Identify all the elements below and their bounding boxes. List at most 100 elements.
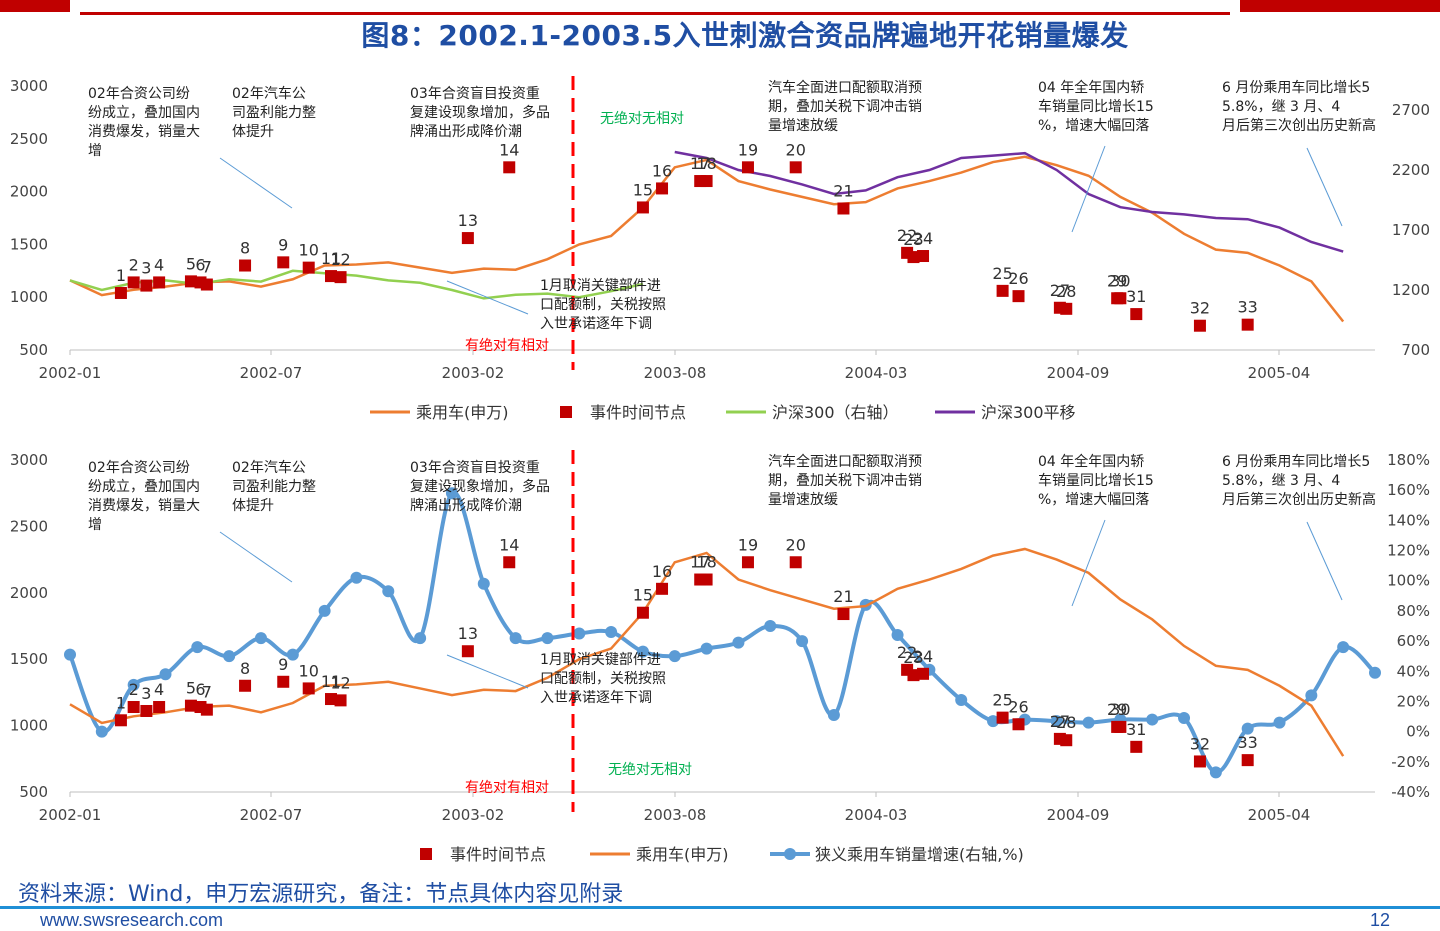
event-marker (1193, 755, 1206, 768)
y-tick-label: 2000 (10, 183, 48, 201)
annotation-tariff-line: 入世承诺逐年下调 (540, 316, 652, 332)
event-marker (741, 556, 754, 569)
series-point-growth (987, 715, 1000, 728)
event-label: 20 (786, 140, 806, 159)
event-label: 21 (833, 587, 853, 606)
annotation-import-quota-line: 量增速放缓 (768, 118, 838, 134)
annotation-2004-growth-line: %，增速大幅回落 (1038, 118, 1149, 134)
y-tick-label: 2000 (10, 584, 48, 602)
annotation-june-record: 6 月份乘用车同比增长5 5.8%，继 3 月、4 月后第三次创出历史新高 (1222, 453, 1376, 508)
legend-bottom: 事件时间节点 乘用车(申万) 狭义乘用车销量增速(右轴,%) (420, 845, 1024, 864)
footer-url[interactable]: www.swsresearch.com (40, 910, 224, 930)
legend-top: 乘用车(申万) 事件时间节点 沪深300（右轴） 沪深300平移 (370, 403, 1076, 422)
event-marker (461, 232, 474, 245)
phase-label-absolute: 有绝对有相对 (465, 338, 549, 354)
annotation-jv-boom-line: 增 (88, 517, 102, 533)
series-point-growth (159, 668, 172, 681)
annotation-jv-boom-line: 消费爆发，销量大 (88, 498, 200, 514)
x-tick-label: 2004-09 (1047, 364, 1110, 382)
event-marker (907, 669, 920, 682)
series-point-growth (1082, 716, 1095, 729)
x-tick-label: 2003-02 (442, 364, 505, 382)
source-text: 资料来源：Wind，申万宏源研究，备注：节点具体内容见附录 (18, 882, 624, 907)
event-marker (114, 714, 127, 727)
series-point-growth (382, 585, 395, 598)
event-label: 29 (1107, 700, 1127, 719)
event-label: 13 (458, 624, 478, 643)
event-label: 1 (116, 266, 126, 285)
event-label: 3 (141, 259, 151, 278)
phase-label-none: 无绝对无相对 (608, 762, 692, 778)
annotation-pointer (219, 531, 293, 583)
series-point-growth (509, 632, 522, 645)
y2-tick-label: 60% (1397, 632, 1430, 650)
x-tick-label: 2004-03 (845, 364, 908, 382)
banner-left-block (0, 0, 70, 12)
annotation-pointer (219, 157, 293, 209)
annotation-import-quota-line: 期，叠加关税下调冲击销 (768, 473, 922, 489)
series-point-growth (1369, 666, 1381, 679)
event-marker (140, 279, 153, 292)
series-point-growth (1209, 766, 1222, 779)
event-label: 16 (652, 161, 672, 180)
y-tick-label: 3000 (10, 77, 48, 95)
annotation-pointer (1306, 147, 1343, 227)
event-label: 23 (903, 230, 923, 249)
annotation-2004-growth-line: 04 年全年国内轿 (1038, 453, 1144, 470)
event-marker (302, 261, 315, 274)
event-label: 11 (321, 249, 341, 268)
event-label: 19 (738, 140, 758, 159)
event-label: 15 (633, 180, 653, 199)
y-tick-label: 1000 (10, 288, 48, 306)
annotation-jv-boom-line: 消费爆发，销量大 (88, 124, 200, 140)
event-label: 5 (186, 254, 196, 273)
x-tick-label: 2004-09 (1047, 806, 1110, 824)
series-point-growth (254, 632, 267, 645)
y2-tick-label: 1200 (1392, 281, 1430, 299)
annotation-jv-boom-line: 02年合资公司纷 (88, 86, 190, 102)
event-marker (184, 699, 197, 712)
annotation-jv-boom-line: 纷成立，叠加国内 (88, 479, 200, 495)
banner-right-block (1240, 0, 1440, 12)
event-marker (277, 256, 290, 269)
annotation-pointer (1071, 519, 1106, 607)
event-marker (127, 276, 140, 289)
event-label: 10 (299, 661, 319, 680)
series-point-growth (955, 693, 968, 706)
event-label: 7 (202, 258, 212, 277)
event-marker (277, 675, 290, 688)
series-line (69, 269, 644, 300)
annotation-june-record: 6 月份乘用车同比增长5 5.8%，继 3 月、4 月后第三次创出历史新高 (1222, 79, 1376, 134)
series-point-growth (573, 627, 586, 640)
x-tick-label: 2002-01 (39, 806, 102, 824)
event-marker (334, 271, 347, 284)
x-tick-label: 2003-08 (644, 806, 707, 824)
event-marker (503, 556, 516, 569)
series-point-growth (764, 620, 777, 632)
event-label: 25 (992, 264, 1012, 283)
y2-tick-label: 100% (1387, 572, 1430, 590)
event-label: 6 (195, 255, 205, 274)
annotation-overinvest-line: 03年合资盲目投资重 (410, 459, 540, 476)
y2-tick-label: 80% (1397, 602, 1430, 620)
banner-middle (80, 0, 1230, 15)
series-point-growth (827, 709, 840, 722)
event-marker (837, 608, 850, 621)
event-label: 24 (913, 229, 933, 248)
event-label: 25 (992, 691, 1012, 710)
event-label: 28 (1056, 282, 1076, 301)
event-marker (636, 201, 649, 214)
annotation-tariff-line: 1月取消关键部件进 (540, 652, 661, 668)
series-point-growth (1305, 689, 1318, 702)
event-label: 4 (154, 680, 164, 699)
event-label: 14 (499, 140, 519, 159)
annotation-2004-growth-line: %，增速大幅回落 (1038, 492, 1149, 508)
series-point-growth (445, 487, 458, 500)
legend-label: 乘用车(申万) (636, 845, 729, 864)
event-label: 12 (330, 250, 350, 269)
legend-swatch (560, 406, 572, 418)
annotation-import-quota-line: 汽车全面进口配额取消预 (768, 453, 922, 470)
